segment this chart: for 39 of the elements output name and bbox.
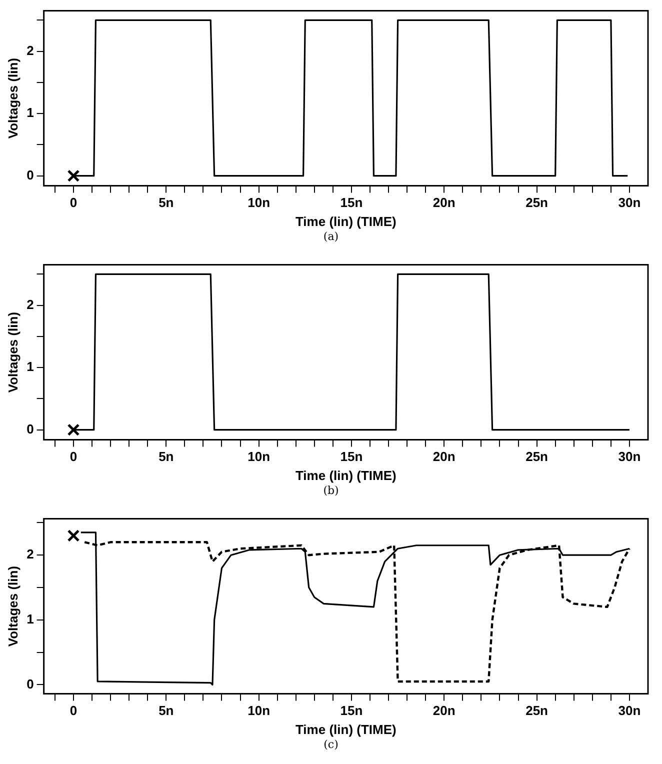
y-tick-label: 1 [26, 359, 34, 374]
x-tick-label: 0 [70, 449, 78, 464]
y-tick-label: 0 [26, 167, 34, 182]
x-tick-label: 15n [340, 703, 363, 718]
x-tick-label: 30n [618, 449, 641, 464]
x-tick-label: 0 [70, 703, 78, 718]
x-tick-label: 20n [432, 703, 456, 718]
x-tick-label: 5n [158, 703, 174, 718]
x-tick-label: 20n [432, 449, 456, 464]
y-tick-label: 2 [26, 546, 34, 562]
x-tick-label: 10n [248, 703, 270, 718]
x-tick-label: 25n [526, 195, 548, 210]
y-tick-label: 2 [26, 296, 34, 312]
x-tick-label: 25n [526, 449, 548, 464]
y-tick-label: 0 [26, 421, 34, 436]
x-tick-label: 5n [158, 449, 174, 464]
y-tick-label: 0 [26, 676, 34, 692]
y-tick-label: 1 [26, 105, 34, 120]
x-tick-label: 30n [618, 703, 641, 718]
x-axis-title: Time (lin) (TIME) [295, 722, 396, 737]
text: (a) [322, 230, 340, 245]
x-tick-label: 20n [432, 195, 456, 210]
x-tick-label: 15n [340, 449, 363, 464]
x-tick-label: 25n [526, 703, 548, 718]
text: (c) [322, 738, 340, 753]
x-axis-title: Time (lin) (TIME) [295, 468, 396, 483]
x-tick-label: 10n [248, 449, 270, 464]
y-axis-title: Voltages (lin) [5, 566, 20, 647]
x-tick-label: 30n [618, 195, 641, 210]
y-tick-label: 1 [26, 611, 34, 626]
x-tick-label: 15n [340, 195, 363, 210]
y-axis-title: Voltages (lin) [5, 58, 20, 139]
y-axis-title: Voltages (lin) [5, 312, 20, 393]
x-tick-label: 0 [70, 195, 78, 210]
y-tick-label: 2 [26, 42, 34, 58]
x-tick-label: 10n [248, 195, 270, 210]
text: (b) [322, 484, 340, 499]
x-axis-title: Time (lin) (TIME) [295, 214, 396, 229]
x-tick-label: 5n [158, 195, 174, 210]
